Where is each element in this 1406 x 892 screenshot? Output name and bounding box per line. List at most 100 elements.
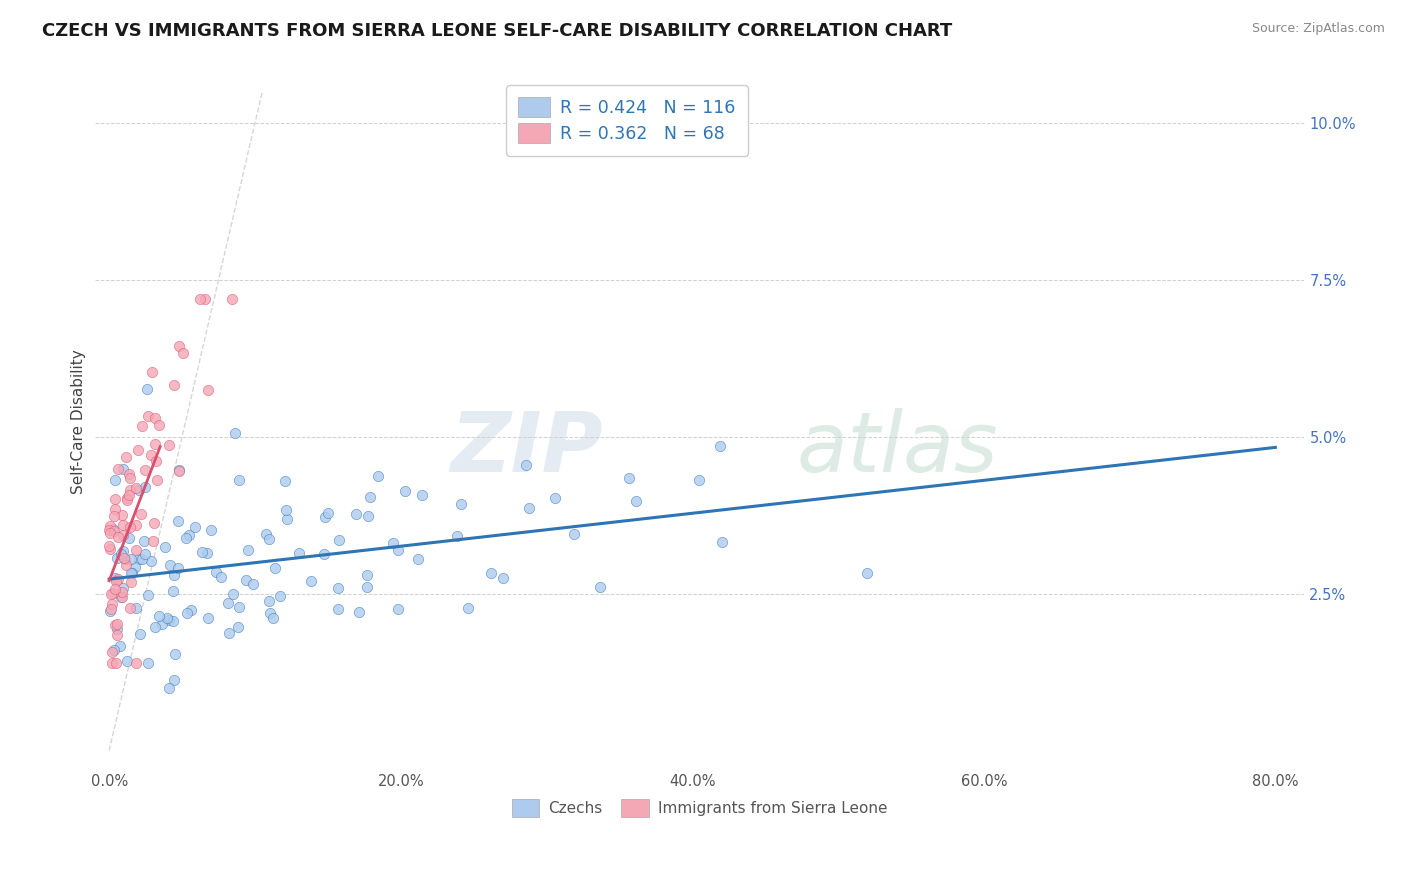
Point [105,628,128,642]
Point [288,546,311,560]
Point [157,681,180,695]
Point [195,546,218,560]
Point [624,494,647,508]
Point [314,510,336,524]
Legend: Czechs, Immigrants from Sierra Leone: Czechs, Immigrants from Sierra Leone [505,791,894,824]
Point [236,542,259,557]
Point [134,534,156,549]
Point [197,611,219,625]
Point [356,580,378,594]
Point [118,471,141,485]
Point [134,462,156,476]
Point [589,580,612,594]
Point [262,611,284,625]
Point [276,503,298,517]
Point [143,620,166,634]
Point [167,561,190,575]
Point [387,602,409,616]
Point [139,554,162,568]
Text: CZECH VS IMMIGRANTS FROM SIERRA LEONE SELF-CARE DISABILITY CORRELATION CHART: CZECH VS IMMIGRANTS FROM SIERRA LEONE SE… [42,22,952,40]
Point [273,474,295,488]
Text: atlas: atlas [796,409,998,490]
Point [344,507,367,521]
Point [105,656,128,670]
Point [145,454,167,468]
Point [121,566,143,581]
Point [209,570,232,584]
Point [98,604,121,618]
Point [515,458,537,472]
Point [157,438,180,452]
Point [101,645,124,659]
Y-axis label: Self-Care Disability: Self-Care Disability [72,349,86,493]
Point [104,492,127,507]
Point [131,551,153,566]
Point [562,527,585,541]
Point [263,560,285,574]
Point [103,508,125,523]
Point [134,480,156,494]
Point [127,443,149,458]
Point [136,382,159,396]
Point [110,508,132,522]
Point [100,656,122,670]
Point [118,467,141,481]
Point [156,611,179,625]
Point [184,520,207,534]
Point [544,491,567,506]
Point [204,565,226,579]
Point [180,603,202,617]
Point [100,597,122,611]
Point [98,526,121,541]
Point [120,566,142,581]
Point [136,409,159,424]
Point [856,566,879,581]
Point [254,526,277,541]
Point [450,498,472,512]
Point [299,574,322,589]
Point [221,292,243,306]
Point [100,518,122,533]
Point [150,617,173,632]
Point [222,587,245,601]
Point [103,524,125,538]
Point [120,520,142,534]
Point [120,601,142,615]
Point [619,471,641,485]
Point [479,566,502,580]
Point [688,473,710,487]
Point [104,617,127,632]
Point [163,673,186,687]
Point [131,418,153,433]
Point [167,339,190,353]
Point [105,616,128,631]
Point [143,410,166,425]
Point [200,523,222,537]
Point [129,627,152,641]
Point [128,483,150,497]
Point [387,543,409,558]
Point [172,345,194,359]
Point [146,473,169,487]
Point [169,463,191,477]
Point [118,488,141,502]
Point [357,509,380,524]
Point [104,502,127,516]
Point [326,602,349,616]
Point [114,552,136,566]
Point [103,643,125,657]
Point [259,607,281,621]
Point [129,507,152,521]
Point [492,572,515,586]
Point [107,622,129,636]
Point [257,532,280,546]
Point [157,613,180,627]
Point [136,656,159,670]
Point [115,491,138,506]
Point [118,532,141,546]
Point [114,558,136,572]
Point [367,469,389,483]
Point [162,614,184,628]
Point [711,534,734,549]
Point [104,582,127,597]
